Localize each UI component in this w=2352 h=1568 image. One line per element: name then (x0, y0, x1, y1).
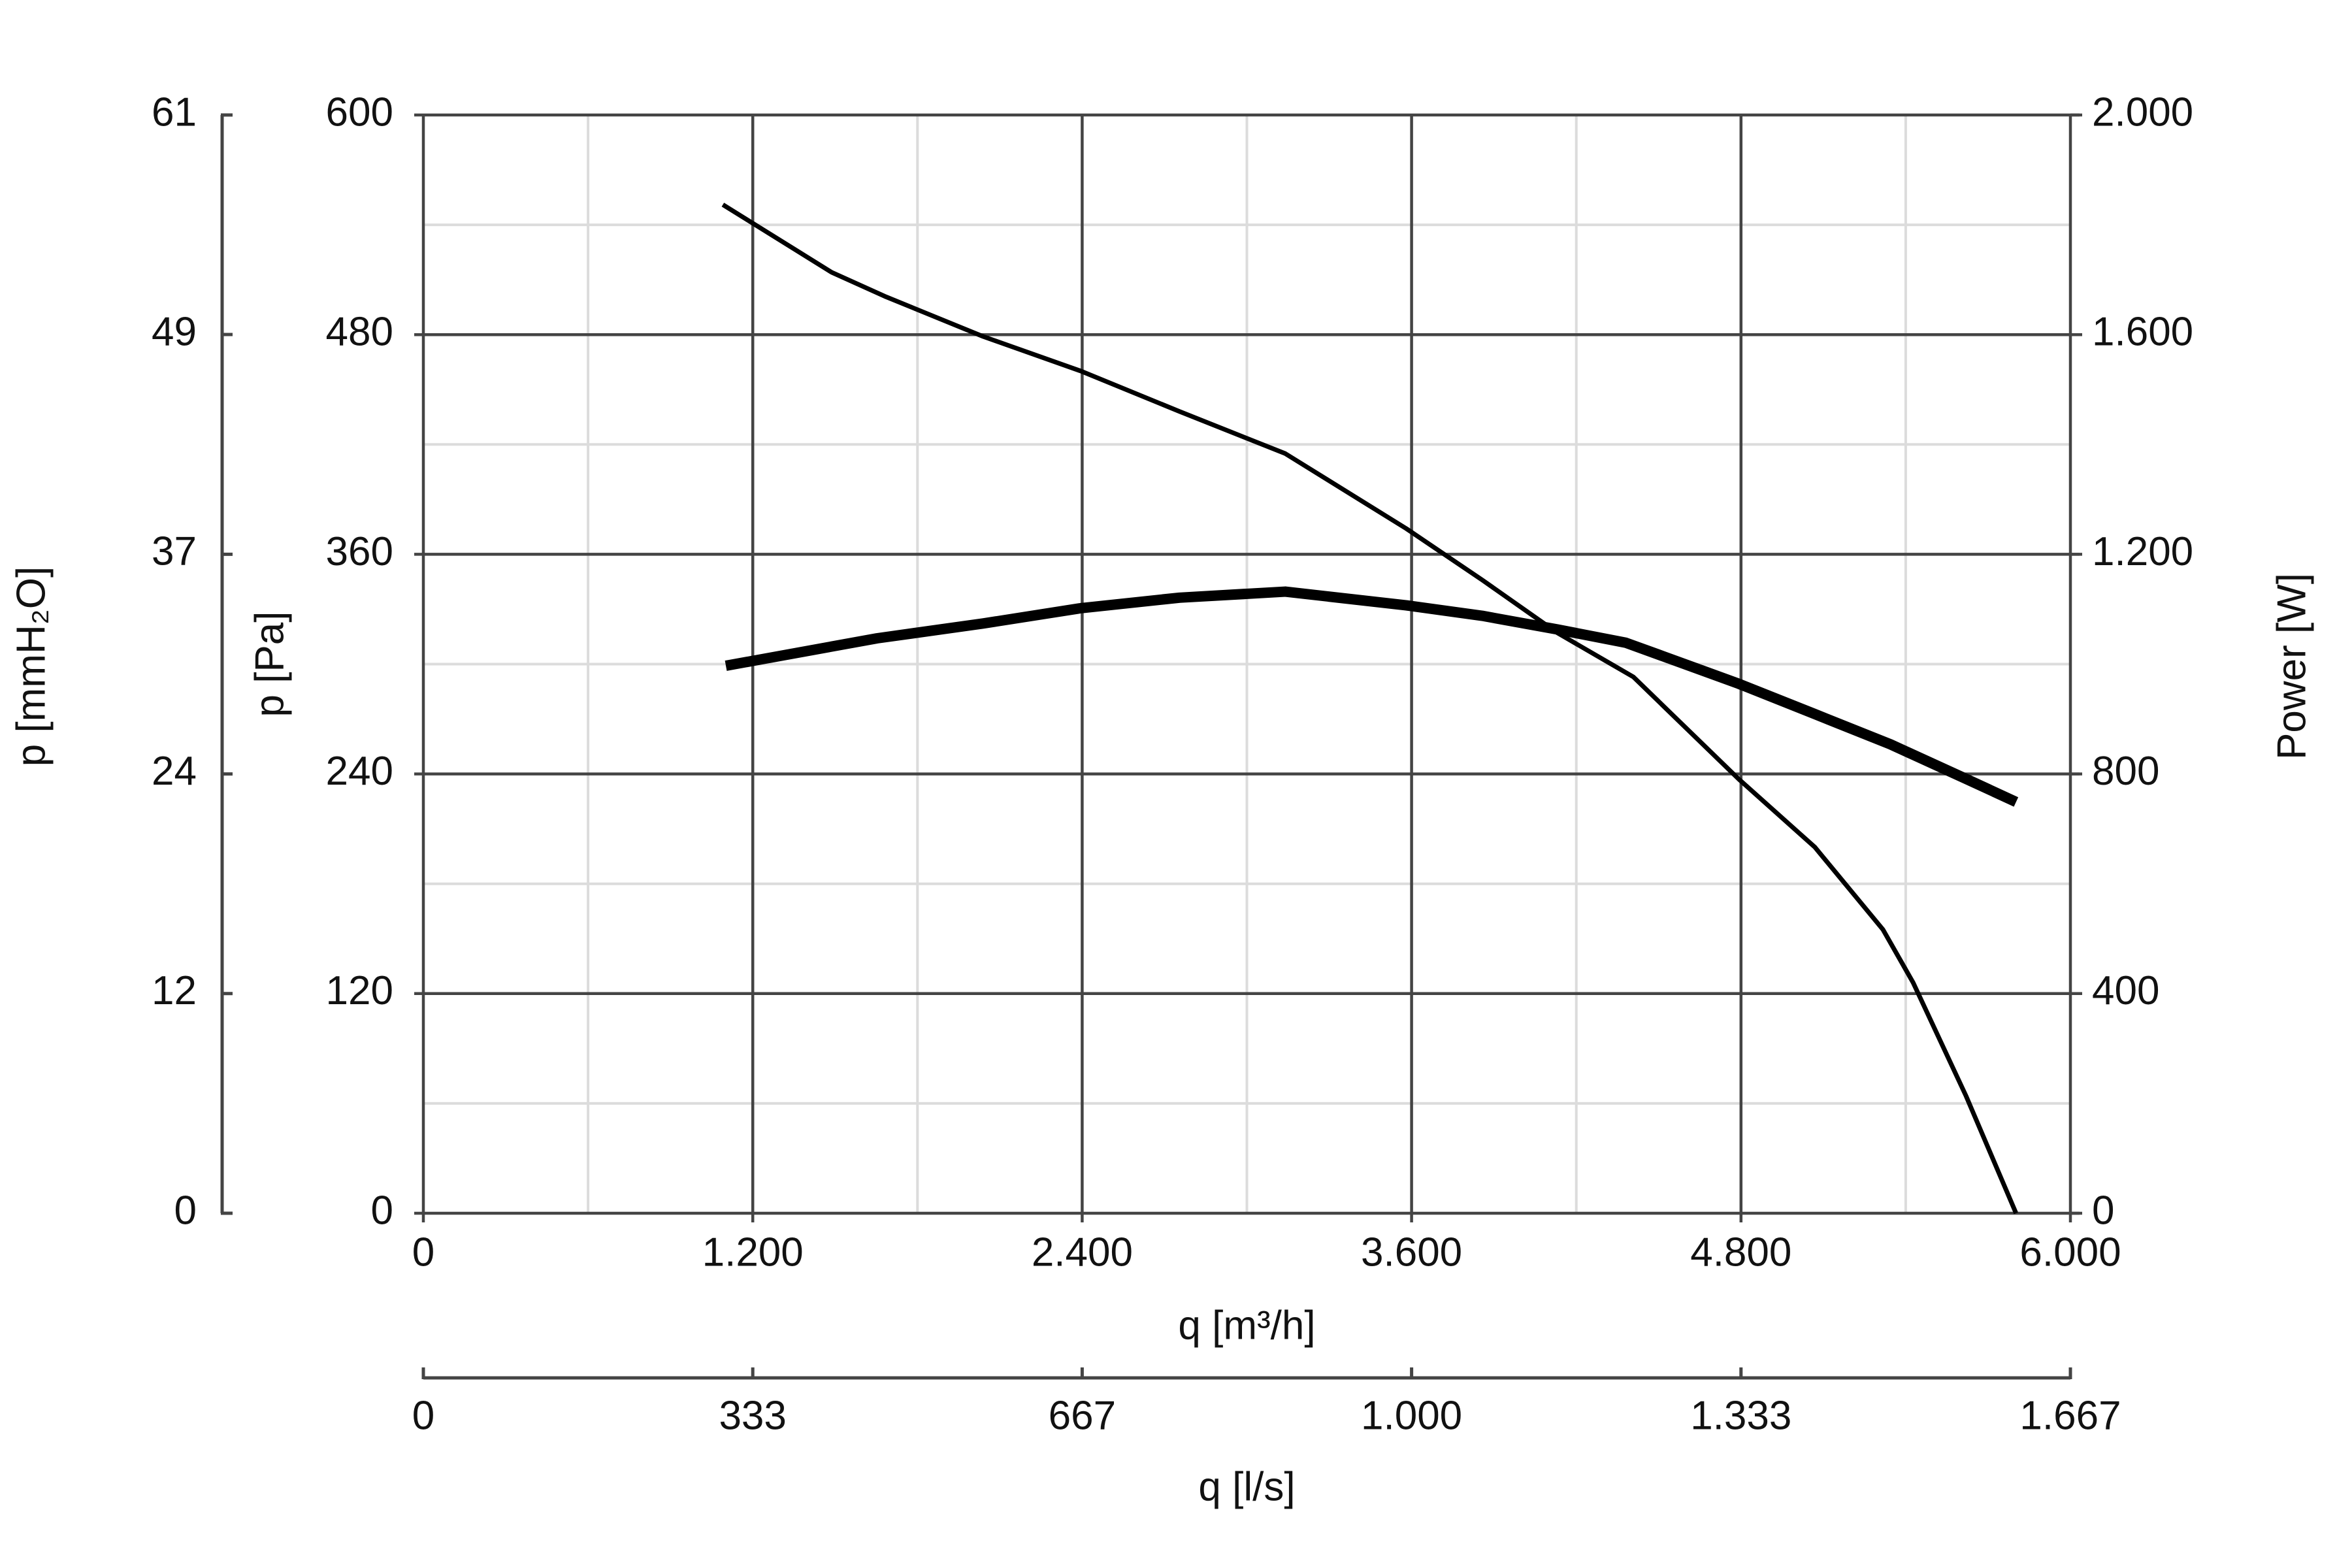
x-tick-label: 2.400 (1032, 1230, 1133, 1275)
y2-tick-label: 1.600 (2092, 310, 2193, 355)
y2-tick-label: 2.000 (2092, 90, 2193, 135)
y2-tick-label: 400 (2092, 968, 2159, 1013)
y-tick-label: 360 (326, 529, 393, 574)
y-tick-label: 120 (326, 968, 393, 1013)
x-tick-label: 3.600 (1361, 1230, 1462, 1275)
y3-tick-label: 24 (152, 749, 197, 794)
x-tick-label: 6.000 (2019, 1230, 2121, 1275)
x-axis-label: q [m³/h] (1178, 1303, 1315, 1348)
curve (721, 203, 2019, 1215)
x2-tick-label: 667 (1049, 1393, 1116, 1438)
x2-tick-label: 1.000 (1361, 1393, 1462, 1438)
y-tick-label: 240 (326, 749, 393, 794)
y3-axis-label: p [mmH₂O] (8, 566, 54, 767)
y3-tick-label: 49 (152, 309, 197, 354)
x-tick-label: 4.800 (1690, 1230, 1791, 1275)
y2-tick-label: 800 (2092, 749, 2159, 794)
y-tick-label: 0 (371, 1188, 393, 1233)
x2-tick-label: 1.667 (2019, 1393, 2121, 1438)
y3-tick-label: 61 (152, 90, 197, 135)
x2-tick-label: 1.333 (1690, 1393, 1791, 1438)
x-tick-label: 0 (412, 1230, 434, 1275)
y3-tick-label: 37 (152, 529, 197, 574)
x2-tick-label: 333 (719, 1393, 786, 1438)
curve (725, 586, 2019, 807)
y-tick-label: 600 (326, 90, 393, 135)
y-tick-label: 480 (326, 310, 393, 355)
x-tick-label: 1.200 (702, 1230, 804, 1275)
y2-axis-label: Power [W] (2269, 573, 2314, 760)
x2-tick-label: 0 (412, 1393, 434, 1438)
x2-axis-label: q [l/s] (1198, 1464, 1295, 1509)
y3-tick-label: 12 (152, 968, 197, 1013)
y2-tick-label: 0 (2092, 1188, 2114, 1233)
y3-tick-label: 0 (174, 1188, 197, 1233)
y-axis-label: p [Pa] (247, 612, 292, 717)
y2-tick-label: 1.200 (2092, 529, 2193, 574)
